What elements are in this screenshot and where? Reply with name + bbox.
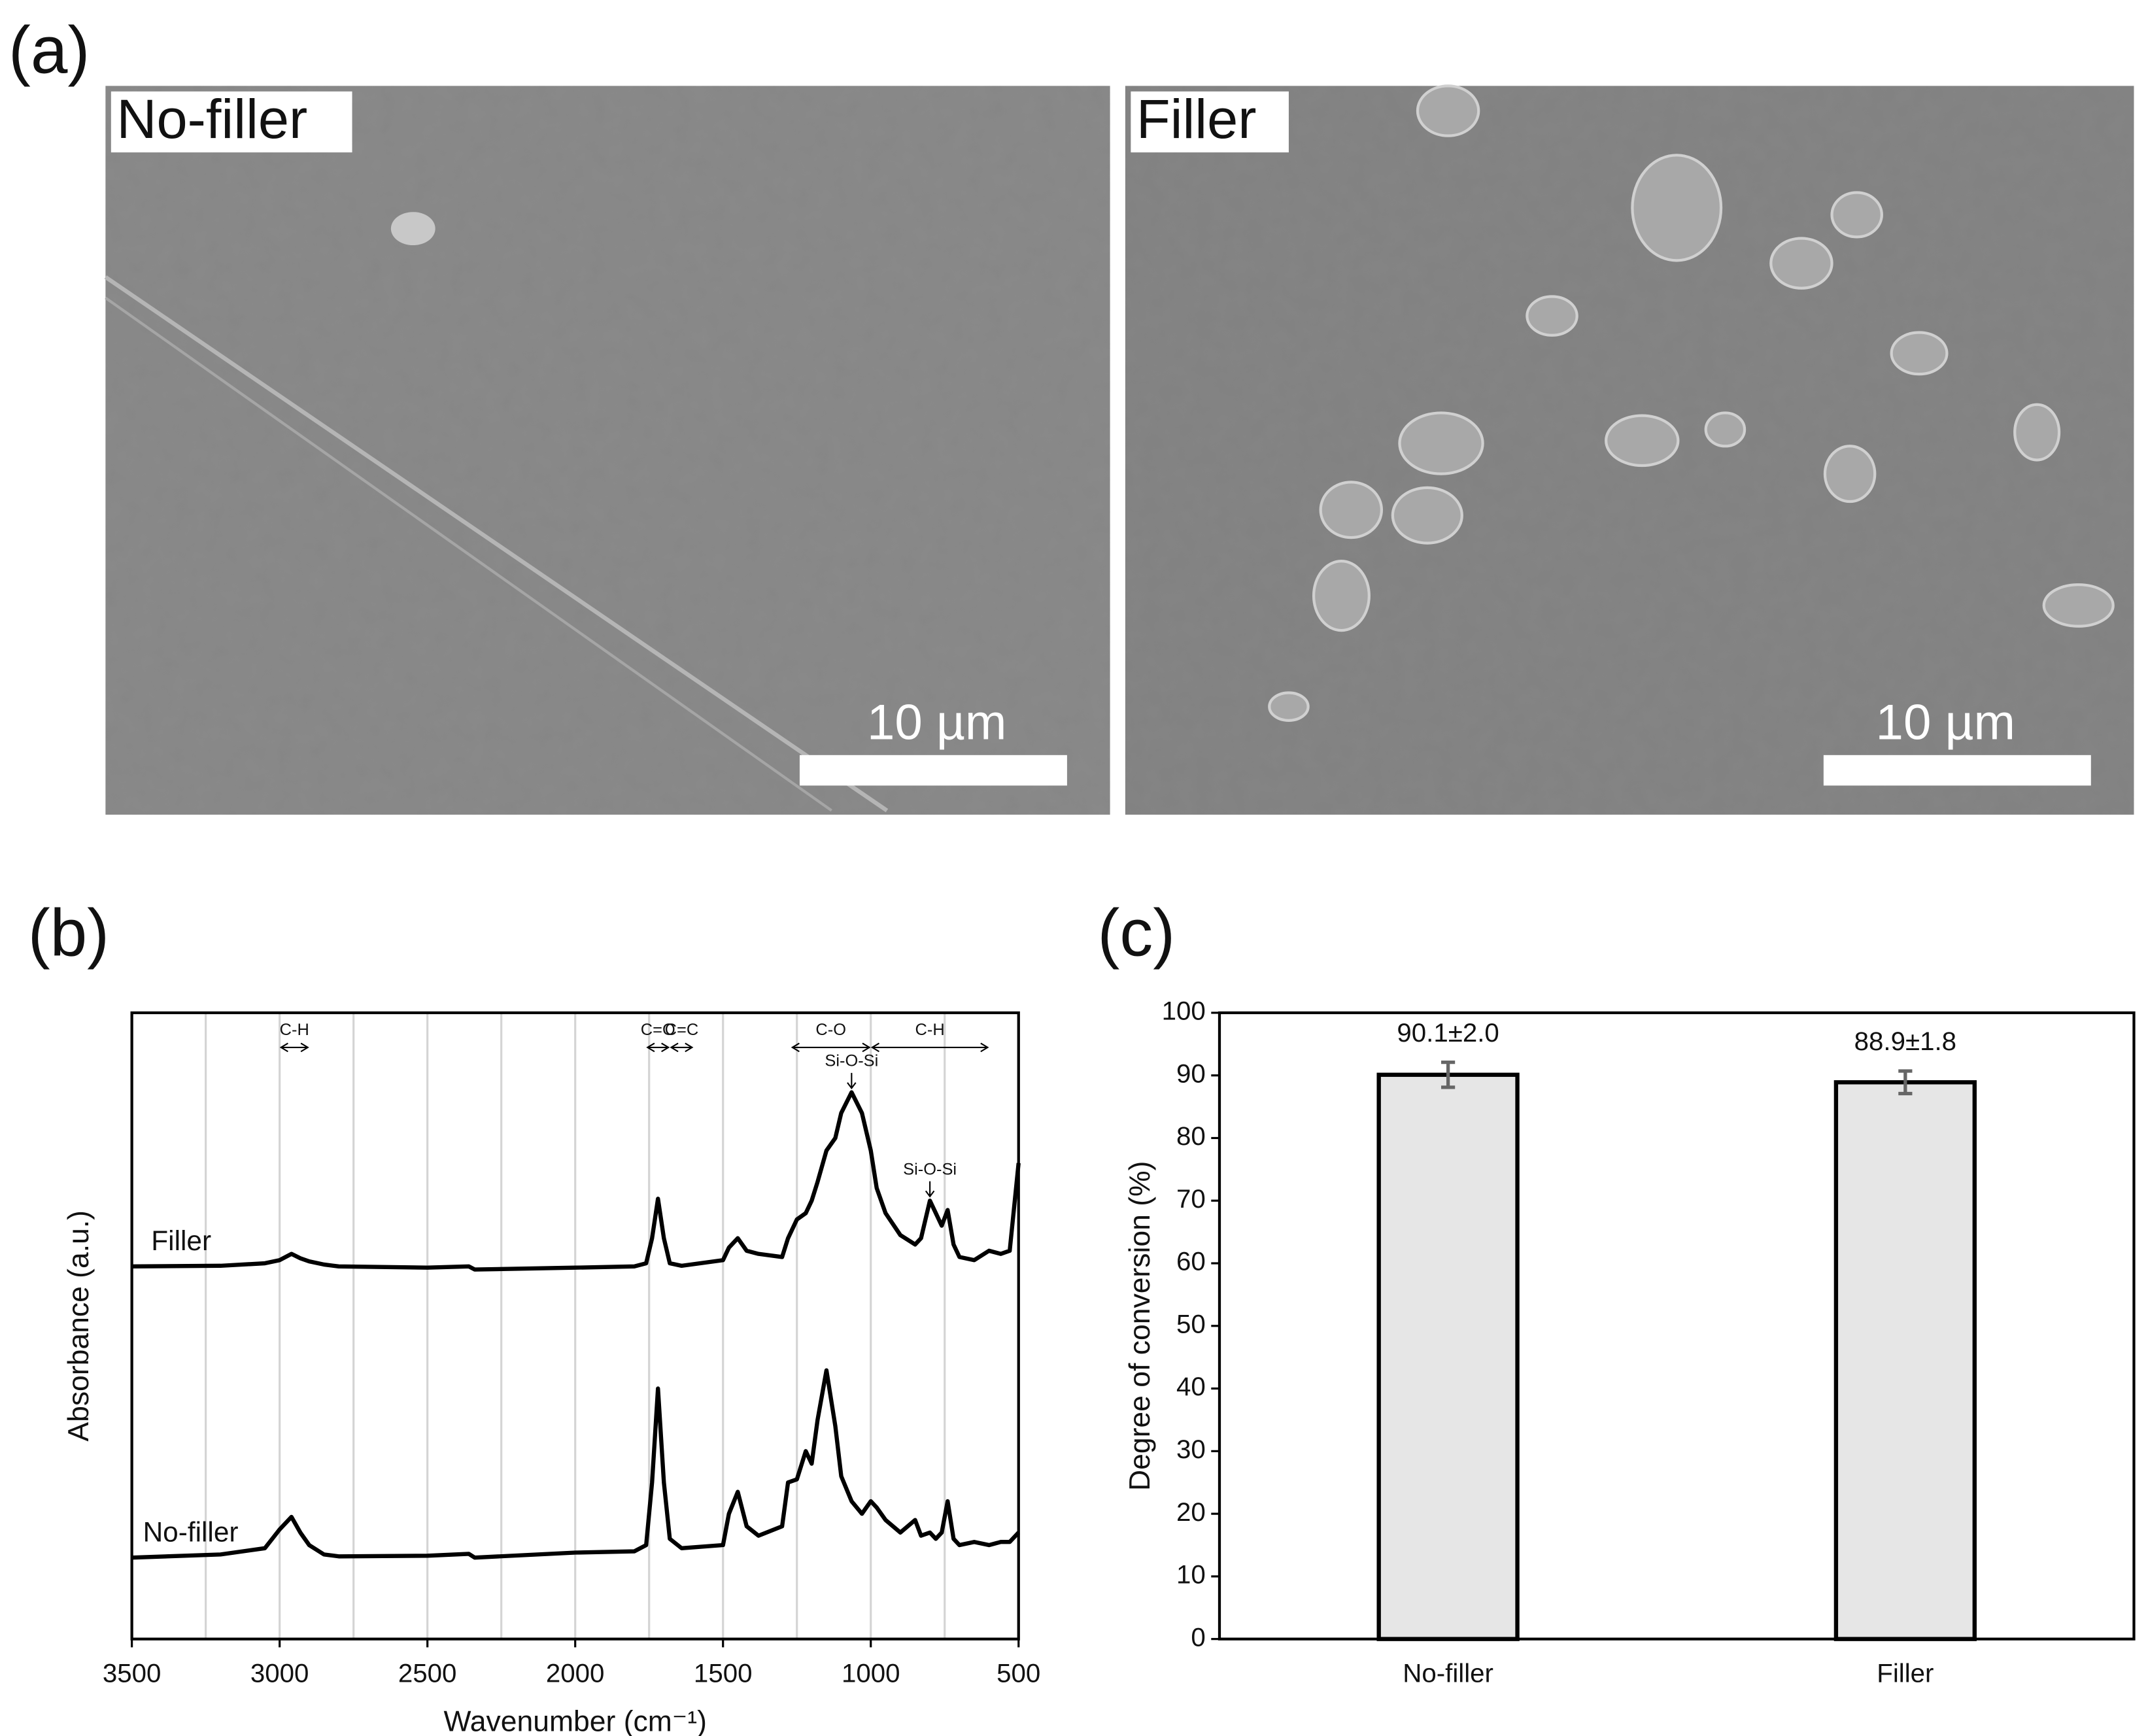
y-tick-label: 0 <box>1191 1622 1205 1652</box>
y-tick-label: 40 <box>1176 1372 1206 1401</box>
sem-image: Filler 10 µm <box>1125 84 2134 815</box>
y-tick-label: 60 <box>1176 1247 1206 1276</box>
annotation: C-H <box>915 1021 945 1039</box>
annotation: C=O <box>641 1021 675 1039</box>
y-tick-label: 70 <box>1176 1184 1206 1214</box>
error-bar <box>1441 1060 1456 1089</box>
y-tick-label: 80 <box>1176 1121 1206 1151</box>
x-tick-label: 3000 <box>250 1658 309 1688</box>
y-tick-label: 30 <box>1176 1435 1206 1464</box>
value-label: 88.9±1.8 <box>1854 1027 1956 1056</box>
x-tick-label: 500 <box>997 1658 1040 1688</box>
sem-image: No-filler 10 µm <box>104 86 1110 815</box>
x-tick-label: No-filler <box>1403 1658 1493 1688</box>
bar-chart: (c) 0 10 20 30 40 50 60 70 80 90 100 Degree of conve… <box>1098 895 2136 1688</box>
x-tick-label: 1500 <box>694 1658 753 1688</box>
y-axis-label: Degree of conversion (%) <box>1124 1161 1156 1491</box>
panel-label: (a) <box>9 13 90 88</box>
annotation-arrow <box>646 1042 670 1053</box>
annotation-arrow <box>925 1181 935 1198</box>
spectrum-line <box>131 1090 1021 1272</box>
error-bar <box>1898 1069 1913 1096</box>
plot-frame <box>130 1011 1020 1641</box>
bar <box>1833 1080 1977 1641</box>
x-tick-label: 2000 <box>546 1658 605 1688</box>
annotation-arrow <box>670 1042 694 1053</box>
y-tick-label: 100 <box>1162 996 1206 1026</box>
annotation: Si-O-Si <box>825 1052 878 1070</box>
x-tick-label: 3500 <box>103 1658 162 1688</box>
annotation-arrow <box>870 1042 989 1053</box>
annotation: C-O <box>815 1021 846 1039</box>
series-label: No-filler <box>143 1516 239 1547</box>
scale-bar-label: 10 µm <box>867 694 1007 750</box>
annotation: C=C <box>665 1021 699 1039</box>
spectrum-line <box>131 1368 1021 1560</box>
plot-frame <box>1218 1011 2136 1641</box>
annotation-arrow <box>279 1042 309 1053</box>
y-tick-label: 50 <box>1176 1309 1206 1338</box>
y-tick-label: 10 <box>1176 1560 1206 1590</box>
annotation-arrow <box>791 1042 871 1053</box>
x-tick-label: 2500 <box>398 1658 457 1688</box>
panel-label: (c) <box>1098 895 1176 970</box>
value-label: 90.1±2.0 <box>1397 1018 1499 1047</box>
annotation-arrow <box>847 1072 857 1089</box>
annotation: Si-O-Si <box>903 1160 957 1178</box>
y-axis-label: Absorbance (a.u.) <box>63 1210 95 1442</box>
x-axis-label: Wavenumber (cm⁻¹) <box>443 1706 706 1736</box>
ftir-chart: (b) 3500 3000 2500 2000 1500 1000 500 Wavenumber… <box>28 895 1041 1736</box>
x-tick-label: Filler <box>1877 1658 1934 1688</box>
image-label: No-filler <box>116 88 307 150</box>
series-label: Filler <box>151 1225 211 1256</box>
annotation: C-H <box>280 1021 309 1039</box>
image-label: Filler <box>1136 88 1257 150</box>
y-tick-label: 20 <box>1176 1497 1206 1527</box>
bar <box>1376 1072 1520 1641</box>
y-tick-label: 90 <box>1176 1059 1206 1088</box>
panel-label: (b) <box>28 895 109 970</box>
x-tick-label: 1000 <box>842 1658 900 1688</box>
scale-bar-label: 10 µm <box>1876 694 2016 750</box>
